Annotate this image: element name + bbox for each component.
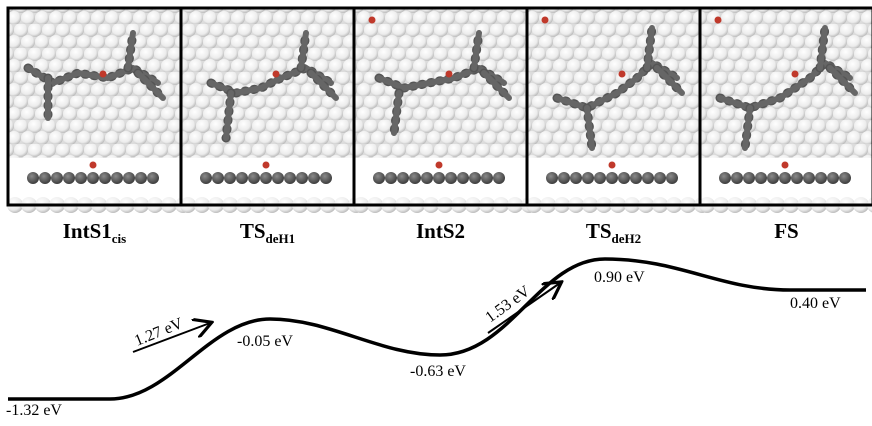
- structure-panel: [353, 8, 537, 213]
- state-label: FS: [774, 219, 799, 243]
- state-label: IntS2: [416, 219, 465, 243]
- state-label: TSdeH1: [240, 219, 295, 246]
- structure-panel: [526, 8, 710, 213]
- state-name: TS: [240, 219, 266, 243]
- structure-panel: [180, 8, 364, 213]
- state-name: FS: [774, 219, 799, 243]
- state-label: TSdeH2: [586, 219, 641, 246]
- energy-label: -1.32 eV: [6, 402, 62, 419]
- state-name: IntS2: [416, 219, 465, 243]
- state-name: IntS1: [63, 219, 112, 243]
- energy-label: -0.63 eV: [410, 363, 466, 380]
- energy-profile-figure: IntS1cisTSdeH1IntS2TSdeH2FS 1.27 eV 1.53…: [0, 0, 872, 421]
- structure-panel: [7, 8, 191, 213]
- state-label: IntS1cis: [63, 219, 126, 246]
- energy-label: 0.40 eV: [790, 295, 841, 312]
- energy-label: 0.90 eV: [594, 269, 645, 286]
- state-subscript: deH1: [266, 231, 296, 246]
- energy-label: -0.05 eV: [237, 333, 293, 350]
- barrier-label: 1.27 eV: [132, 315, 186, 350]
- structure-panel: [699, 8, 872, 213]
- state-name: TS: [586, 219, 612, 243]
- state-subscript: cis: [112, 231, 126, 246]
- state-subscript: deH2: [612, 231, 642, 246]
